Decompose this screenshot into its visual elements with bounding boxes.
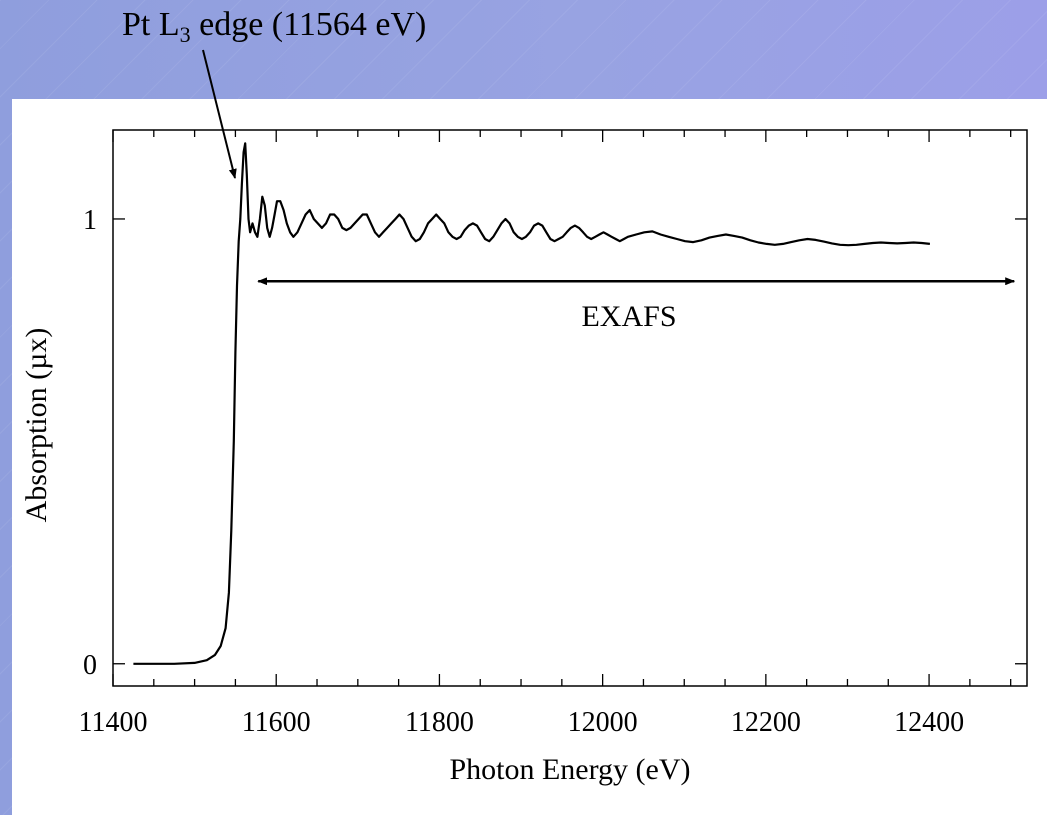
plot-frame	[112, 129, 1028, 687]
x-tick-label: 11600	[242, 707, 311, 738]
plot-panel	[12, 99, 1047, 815]
y-tick-label: 1	[83, 205, 97, 236]
exafs-label: EXAFS	[581, 300, 676, 333]
x-tick-label: 12000	[568, 707, 638, 738]
edge-label-main: Pt L	[122, 6, 180, 43]
axis-tick-labels: 11400 11600 11800 12000 12200 12400 0 1	[79, 205, 965, 738]
edge-arrow	[202, 49, 237, 179]
x-tick-label: 11400	[79, 707, 148, 738]
edge-label-rest: edge (11564 eV)	[190, 6, 427, 43]
axis-ticks	[112, 130, 1027, 686]
y-tick-label: 0	[83, 650, 97, 681]
x-tick-label: 12400	[894, 707, 964, 738]
series-line	[133, 142, 931, 665]
x-axis-label: Photon Energy (eV)	[449, 753, 690, 786]
x-tick-label: 11800	[405, 707, 474, 738]
x-tick-label: 12200	[731, 707, 801, 738]
y-axis-label: Absorption (µx)	[20, 328, 53, 523]
edge-label-subscript: 3	[179, 22, 191, 47]
edge-label: Pt L3 edge (11564 eV)	[122, 6, 426, 48]
